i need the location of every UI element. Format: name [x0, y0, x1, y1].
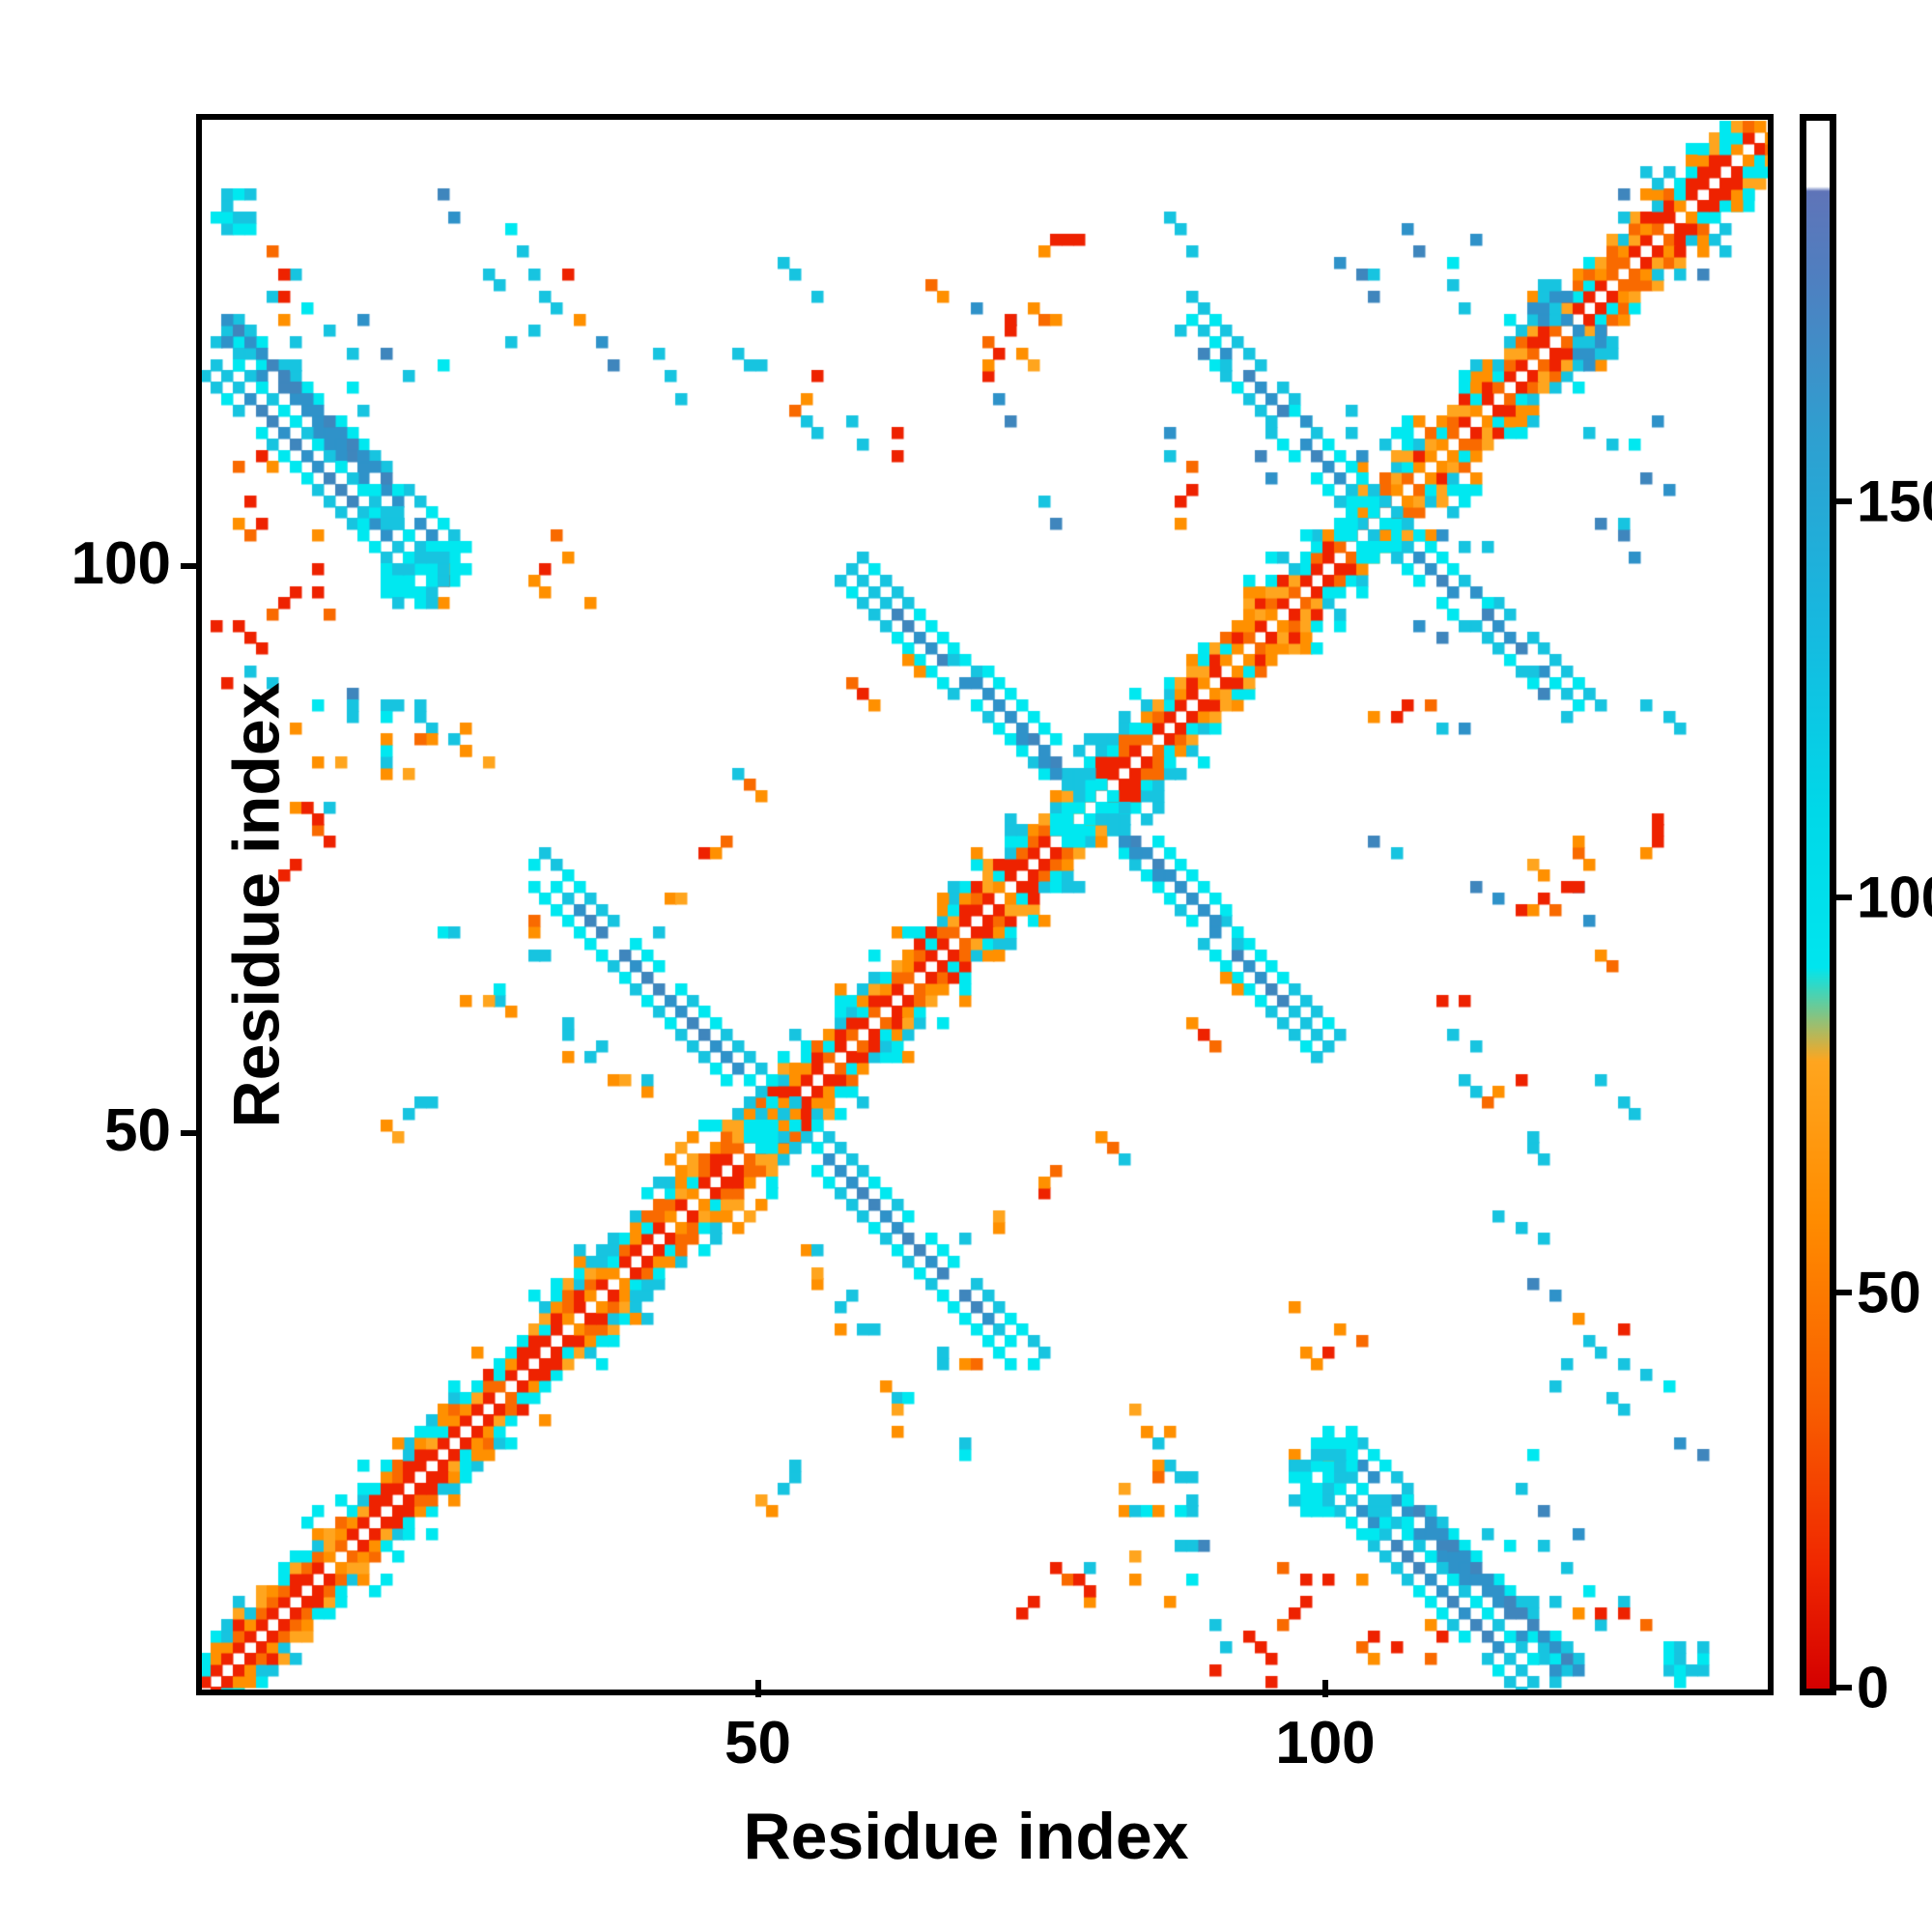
colorbar[interactable]	[1800, 114, 1836, 1695]
y-tick-100	[181, 563, 198, 570]
y-ticklabel-50: 50	[104, 1097, 171, 1165]
colorbar-tick-100	[1836, 894, 1852, 900]
colorbar-gradient	[1806, 121, 1830, 1689]
y-axis-label-wrapper: Residue index	[43, 114, 294, 1695]
heatmap-plot-area[interactable]	[196, 114, 1774, 1695]
x-ticklabel-100: 100	[1275, 1710, 1376, 1776]
x-tick-50	[754, 1680, 761, 1697]
x-axis-label: Residue index	[743, 1800, 1189, 1873]
x-tick-100	[1321, 1680, 1328, 1697]
colorbar-ticklabel-100: 100	[1857, 865, 1932, 929]
y-ticklabel-100: 100	[71, 530, 171, 598]
y-axis-label: Residue index	[219, 681, 294, 1128]
colorbar-ticklabel-0: 0	[1857, 1655, 1889, 1720]
colorbar-tick-150	[1836, 498, 1852, 505]
colorbar-ticklabel-150: 150	[1857, 469, 1932, 534]
colorbar-tick-0	[1836, 1685, 1852, 1690]
colorbar-ticklabel-50: 50	[1857, 1260, 1921, 1325]
y-tick-50	[181, 1130, 198, 1137]
x-ticklabel-50: 50	[724, 1710, 792, 1776]
contact-map-canvas	[202, 120, 1768, 1690]
colorbar-tick-50	[1836, 1289, 1852, 1295]
